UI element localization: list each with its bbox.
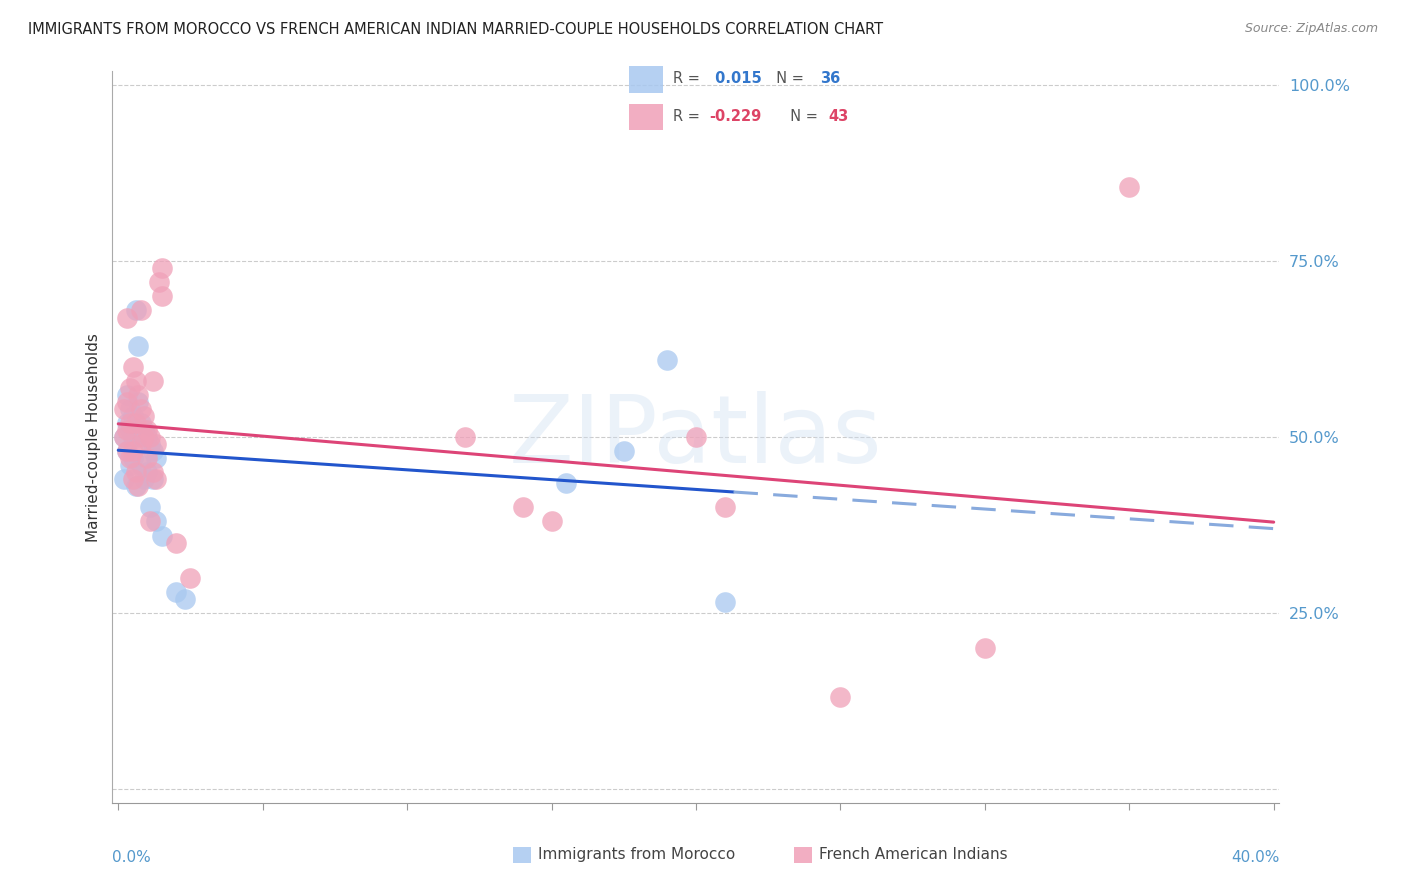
Text: 43: 43 <box>828 109 848 124</box>
Point <box>124 303 146 318</box>
Point <box>118 423 141 437</box>
Point <box>115 444 138 458</box>
Point <box>145 472 167 486</box>
Point <box>150 528 173 542</box>
Point <box>142 472 165 486</box>
Point <box>165 535 187 549</box>
Point <box>127 479 149 493</box>
Bar <box>628 66 662 93</box>
Point <box>142 374 165 388</box>
Point <box>136 430 159 444</box>
Point <box>124 374 146 388</box>
Point <box>134 409 156 423</box>
Point <box>115 388 138 402</box>
Point <box>555 475 578 490</box>
Point <box>150 261 173 276</box>
Point <box>131 401 153 416</box>
Point <box>118 451 141 466</box>
Point <box>131 416 153 430</box>
Point <box>540 515 562 529</box>
Point <box>134 423 156 437</box>
Point <box>127 388 149 402</box>
Bar <box>628 103 662 130</box>
Point <box>127 339 149 353</box>
Text: R =: R = <box>673 109 704 124</box>
Point <box>142 465 165 479</box>
Point <box>115 423 138 437</box>
Point <box>134 472 156 486</box>
Text: French American Indians: French American Indians <box>820 847 1008 862</box>
Point <box>173 591 195 606</box>
Point <box>512 500 534 515</box>
Text: -0.229: -0.229 <box>710 109 762 124</box>
Text: 0.015: 0.015 <box>710 71 762 87</box>
Point <box>655 352 678 367</box>
Text: 0.0%: 0.0% <box>112 850 152 865</box>
Point <box>136 451 159 466</box>
Text: N =: N = <box>782 109 823 124</box>
Point <box>121 430 143 444</box>
Point <box>115 310 138 325</box>
Point <box>127 395 149 409</box>
Point <box>112 401 135 416</box>
Text: Source: ZipAtlas.com: Source: ZipAtlas.com <box>1244 22 1378 36</box>
Point <box>973 641 995 656</box>
Point <box>165 584 187 599</box>
Point <box>136 465 159 479</box>
Point <box>685 430 707 444</box>
Point <box>714 500 737 515</box>
Point <box>131 437 153 451</box>
Text: 40.0%: 40.0% <box>1232 850 1279 865</box>
Text: 36: 36 <box>820 71 841 87</box>
Point <box>139 430 162 444</box>
Point <box>150 289 173 303</box>
Point <box>118 381 141 395</box>
Point <box>115 444 138 458</box>
Point <box>145 451 167 466</box>
Point <box>179 571 201 585</box>
Point <box>115 395 138 409</box>
Point <box>118 458 141 473</box>
Point <box>139 500 162 515</box>
Point <box>454 430 477 444</box>
Point <box>127 430 149 444</box>
Point <box>148 276 170 290</box>
Point <box>134 430 156 444</box>
Point <box>121 359 143 374</box>
Point <box>121 444 143 458</box>
Point <box>124 479 146 493</box>
Point <box>131 303 153 318</box>
Point <box>124 416 146 430</box>
Text: IMMIGRANTS FROM MOROCCO VS FRENCH AMERICAN INDIAN MARRIED-COUPLE HOUSEHOLDS CORR: IMMIGRANTS FROM MOROCCO VS FRENCH AMERIC… <box>28 22 883 37</box>
Point <box>121 409 143 423</box>
Text: R =: R = <box>673 71 704 87</box>
Point <box>121 472 143 486</box>
Point <box>145 515 167 529</box>
Point <box>830 690 852 705</box>
Point <box>1118 180 1140 194</box>
Point <box>142 444 165 458</box>
Point <box>124 423 146 437</box>
Point <box>124 465 146 479</box>
Point <box>115 416 138 430</box>
Point <box>118 416 141 430</box>
Text: Immigrants from Morocco: Immigrants from Morocco <box>538 847 735 862</box>
Point <box>613 444 636 458</box>
Point <box>131 458 153 473</box>
Point <box>139 437 162 451</box>
Point <box>112 472 135 486</box>
Point <box>136 423 159 437</box>
Point <box>112 430 135 444</box>
Point <box>139 515 162 529</box>
Point <box>118 401 141 416</box>
Y-axis label: Married-couple Households: Married-couple Households <box>86 333 101 541</box>
Point <box>145 437 167 451</box>
Point <box>714 595 737 609</box>
Point <box>112 430 135 444</box>
Text: ZIPatlas: ZIPatlas <box>509 391 883 483</box>
Text: N =: N = <box>766 71 808 87</box>
Point <box>121 451 143 466</box>
